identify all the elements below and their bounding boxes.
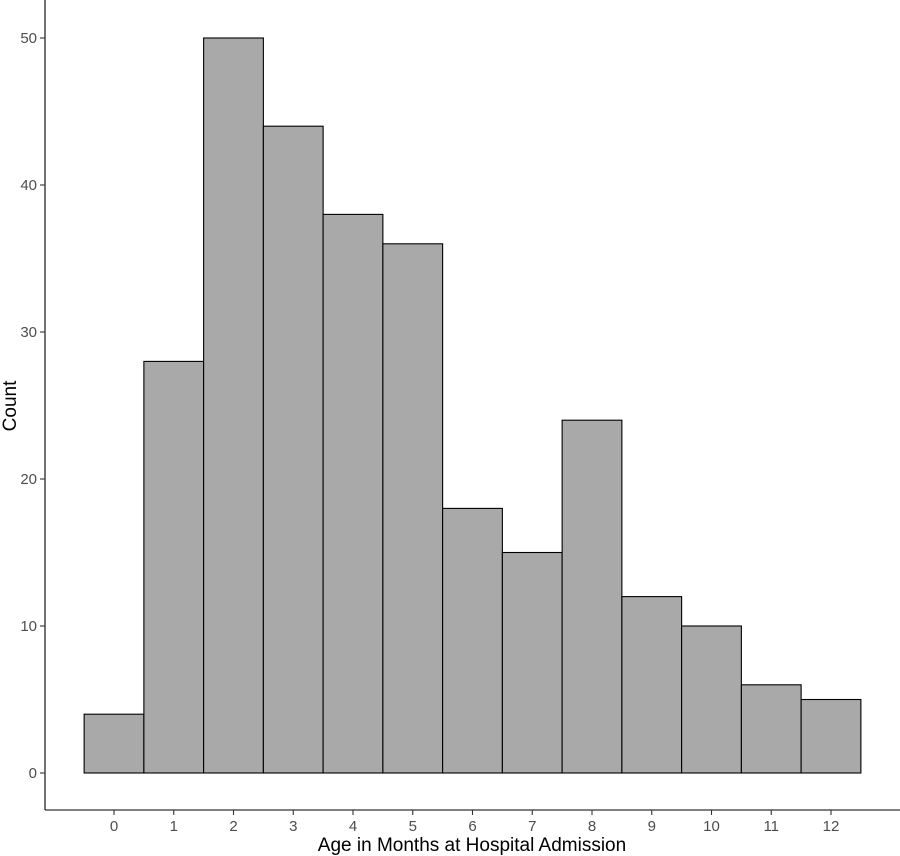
x-tick-label: 0	[110, 818, 118, 835]
x-tick-label: 12	[823, 818, 840, 835]
bar-10	[681, 625, 742, 774]
x-axis-title: Age in Months at Hospital Admission	[318, 835, 626, 856]
x-ticks-group: 0 1 2 3 4 5 6 7 8 9 10 11 12	[110, 810, 840, 835]
bar-3	[262, 125, 324, 774]
y-tick-label: 20	[20, 471, 37, 488]
y-tick-label: 0	[29, 765, 37, 782]
bar-12	[800, 698, 862, 774]
y-tick-label: 50	[20, 30, 37, 47]
bar-5	[382, 243, 444, 774]
y-tick-label: 10	[20, 618, 37, 635]
x-tick-label: 6	[468, 818, 476, 835]
bar-2	[203, 37, 264, 774]
x-tick-label: 5	[409, 818, 417, 835]
bar-7	[501, 551, 563, 774]
x-tick-label: 7	[528, 818, 536, 835]
y-ticks-group: 0 10 20 30 40 50	[20, 30, 45, 782]
x-tick-label: 2	[229, 818, 237, 835]
bar-6	[442, 507, 503, 774]
bar-9	[621, 596, 683, 774]
x-tick-label: 4	[349, 818, 357, 835]
x-tick-label: 10	[703, 818, 720, 835]
bar-0	[83, 713, 145, 774]
x-tick-label: 8	[588, 818, 596, 835]
y-tick-label: 30	[20, 324, 37, 341]
x-tick-label: 9	[648, 818, 656, 835]
bar-4	[322, 213, 384, 774]
y-axis-title: Count	[0, 380, 21, 431]
y-tick-label: 40	[20, 177, 37, 194]
bar-1	[143, 360, 205, 774]
x-tick-label: 1	[170, 818, 178, 835]
x-tick-label: 11	[763, 818, 779, 835]
bar-11	[740, 684, 802, 774]
bars-group	[83, 37, 862, 774]
bar-8	[561, 419, 623, 774]
x-tick-label: 3	[289, 818, 297, 835]
